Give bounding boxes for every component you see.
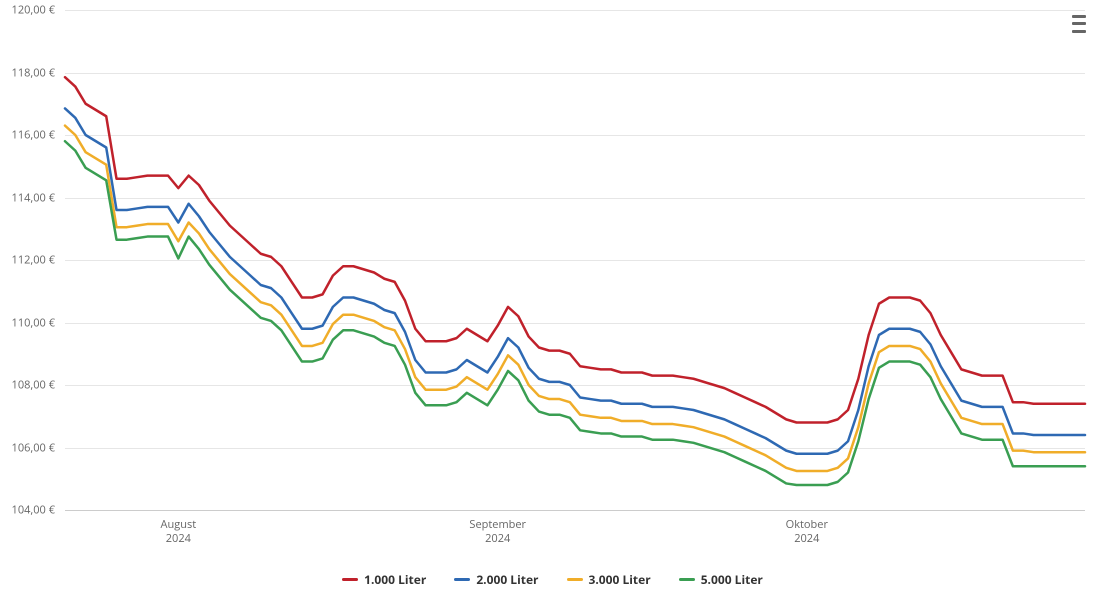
series-line <box>65 77 1085 422</box>
chart-container: 104,00 €106,00 €108,00 €110,00 €112,00 €… <box>0 0 1105 602</box>
x-tick-label: Oktober 2024 <box>786 518 828 547</box>
legend-label: 3.000 Liter <box>589 571 651 588</box>
legend-swatch <box>454 578 470 581</box>
legend-swatch <box>567 578 583 581</box>
legend-label: 2.000 Liter <box>476 571 538 588</box>
series-line <box>65 108 1085 453</box>
legend-swatch <box>679 578 695 581</box>
legend-swatch <box>342 578 358 581</box>
legend-label: 1.000 Liter <box>364 571 426 588</box>
legend-item[interactable]: 3.000 Liter <box>567 571 651 588</box>
legend-item[interactable]: 1.000 Liter <box>342 571 426 588</box>
x-tick-label: August 2024 <box>161 518 197 547</box>
legend-label: 5.000 Liter <box>701 571 763 588</box>
x-tick-label: September 2024 <box>469 518 526 547</box>
legend-item[interactable]: 5.000 Liter <box>679 571 763 588</box>
series-line <box>65 126 1085 471</box>
legend-item[interactable]: 2.000 Liter <box>454 571 538 588</box>
series-line <box>65 141 1085 485</box>
plot-area <box>0 0 1105 602</box>
x-axis-line <box>65 510 1085 511</box>
legend: 1.000 Liter 2.000 Liter 3.000 Liter 5.000 L… <box>0 568 1105 588</box>
